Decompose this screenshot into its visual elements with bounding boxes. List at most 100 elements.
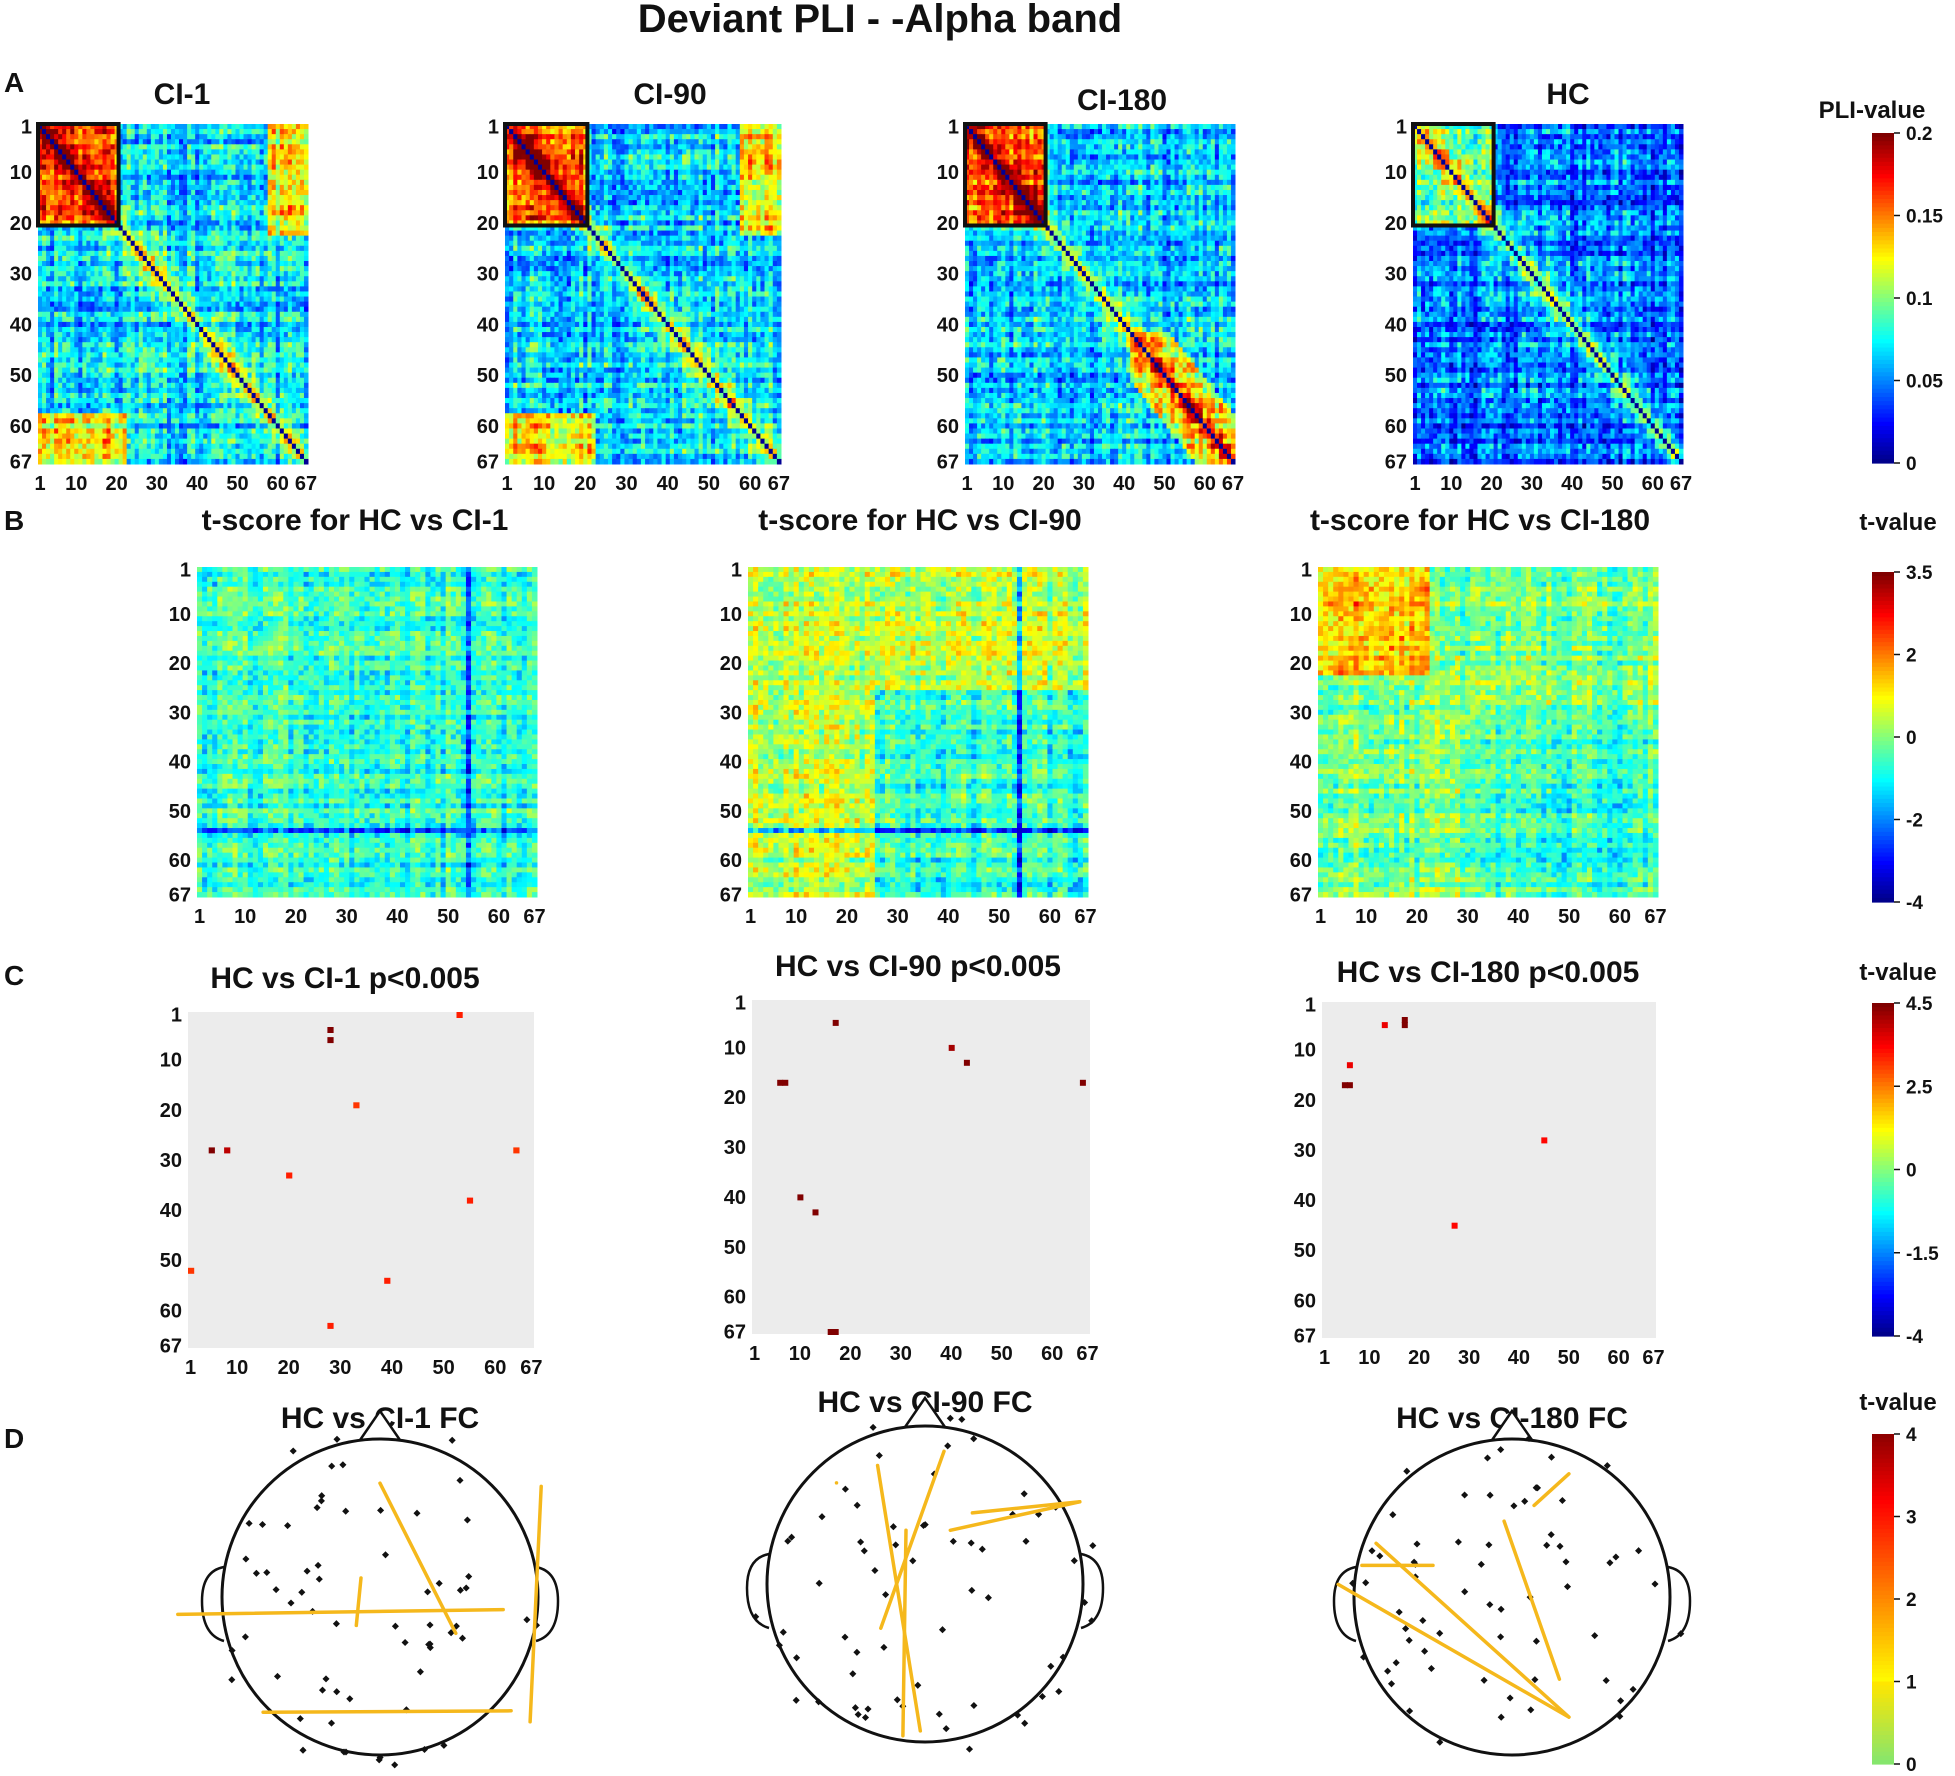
pli-ci1-ytick: 1: [21, 117, 32, 139]
electrode-marker: [289, 1447, 297, 1455]
sig-3-ytick: 50: [1294, 1240, 1316, 1262]
sig-3-xtick: 20: [1408, 1347, 1430, 1369]
panel-label-a: A: [4, 67, 24, 98]
matrix-title-ci1: CI-1: [154, 78, 211, 111]
pli-ci180-ytick: 67: [937, 452, 959, 474]
sig-3-xtick: 60: [1607, 1347, 1629, 1369]
pli-ci180-ytick: 40: [937, 314, 959, 336]
electrode-marker: [965, 1745, 974, 1753]
sig-cell: [224, 1147, 231, 1154]
sig-1-ytick: 30: [160, 1150, 182, 1172]
electrode-marker: [228, 1676, 236, 1684]
sig-cell: [513, 1147, 520, 1154]
tscore-matrix-3: [1318, 567, 1659, 898]
matrix-title-ci90: CI-90: [633, 78, 706, 111]
pli-ci180-ytick: 60: [937, 416, 959, 438]
pli-ci90-xtick: 30: [615, 473, 637, 495]
tscore-3-xtick: 30: [1457, 906, 1479, 928]
sig-1-ytick: 1: [171, 1005, 182, 1027]
colorbar-c-tick: 2.5: [1906, 1077, 1933, 1098]
sig-matrix-background: [1322, 1002, 1656, 1338]
pli-matrix-ci180: [965, 124, 1236, 465]
colorbar-c-title: t-value: [1859, 959, 1936, 986]
pli-ci180-xtick: 30: [1073, 473, 1095, 495]
pli-ci1-ytick: 50: [10, 365, 32, 387]
electrode-marker: [333, 1435, 341, 1443]
tscore-3-ytick: 30: [1290, 702, 1312, 724]
colorbar-b-tick: -2: [1906, 811, 1923, 832]
heatmap-layer: [38, 124, 1684, 1348]
pli-hc-ytick: 67: [1385, 452, 1407, 474]
sig-cell: [1401, 1017, 1408, 1023]
head-outline: [1352, 1437, 1672, 1757]
tscore-title-ci90: t-score for HC vs CI-90: [758, 504, 1081, 537]
sig-matrix-2: [752, 1000, 1090, 1335]
sig-matrix-background: [188, 1012, 534, 1348]
connectivity-edge: [354, 1576, 363, 1628]
tscore-2-ytick: 10: [720, 604, 742, 626]
sig-title-ci90: HC vs CI-90 p<0.005: [775, 950, 1061, 983]
pli-matrix-ci90: [505, 124, 782, 465]
colorbar-b: 3.5 2 0 -2 -4: [1872, 563, 1933, 914]
sig-cell: [327, 1037, 334, 1044]
sig-1-xtick: 67: [520, 1357, 542, 1379]
sig-title-ci180: HC vs CI-180 p<0.005: [1337, 956, 1640, 989]
colorbar-d-tick: 3: [1906, 1508, 1917, 1529]
colorbar-a-tick: 0.2: [1906, 124, 1932, 145]
pli-ci1-ytick: 60: [10, 416, 32, 438]
tscore-1-ytick: 50: [169, 801, 191, 823]
electrode-marker: [1021, 1719, 1029, 1727]
nose-shape: [1488, 1408, 1536, 1444]
highlight-box: [963, 122, 1048, 228]
sig-cell: [782, 1079, 789, 1086]
tscore-2-xtick: 67: [1074, 906, 1096, 928]
sig-cell: [1346, 1082, 1353, 1089]
matrix-title-ci180: CI-180: [1077, 84, 1167, 117]
colorbar-d-tick: 1: [1906, 1673, 1917, 1694]
sig-1-xtick: 40: [381, 1357, 403, 1379]
tscore-2-xtick: 50: [988, 906, 1010, 928]
sig-2-xtick: 67: [1076, 1343, 1098, 1365]
pli-ci90-xtick: 60: [739, 473, 761, 495]
pli-ci90-xtick: 50: [698, 473, 720, 495]
tscore-3-ytick: 50: [1290, 801, 1312, 823]
pli-ci90-xtick: 10: [533, 473, 555, 495]
pli-hc-xtick: 67: [1670, 473, 1692, 495]
colorbar-d-tick: 4: [1906, 1425, 1917, 1446]
tscore-3-ytick: 60: [1290, 850, 1312, 872]
pli-ci1-ytick: 40: [10, 314, 32, 336]
sig-3-xtick: 50: [1558, 1347, 1580, 1369]
sig-cell: [812, 1209, 819, 1216]
colorbar-d-tick: 0: [1906, 1755, 1917, 1776]
tscore-2-xtick: 10: [785, 906, 807, 928]
sig-1-xtick: 50: [432, 1357, 454, 1379]
sig-cell: [797, 1194, 804, 1201]
pli-hc-xtick: 1: [1409, 473, 1420, 495]
sig-1-ytick: 50: [160, 1250, 182, 1272]
sig-1-xtick: 20: [278, 1357, 300, 1379]
scalp-map-1: [176, 1408, 560, 1769]
sig-cell: [208, 1147, 215, 1154]
sig-cell: [948, 1044, 955, 1051]
tscore-2-ytick: 1: [731, 560, 742, 582]
pli-ci90-ytick: 50: [477, 365, 499, 387]
matrix-title-hc: HC: [1546, 78, 1589, 111]
pli-ci1-xtick: 20: [105, 473, 127, 495]
electrode-marker: [869, 1423, 877, 1431]
tscore-1-ytick: 67: [169, 885, 191, 907]
sig-1-ytick: 40: [160, 1200, 182, 1222]
pli-hc-ytick: 40: [1385, 314, 1407, 336]
tscore-3-ytick: 40: [1290, 752, 1312, 774]
tscore-2-xtick: 40: [937, 906, 959, 928]
colorbar-a-tick: 0.1: [1906, 289, 1933, 310]
pli-ci90-ytick: 1: [488, 117, 499, 139]
overlay-layer: 1110102020303040405050606067671110102020…: [10, 117, 1944, 1776]
sig-cell: [327, 1322, 334, 1329]
colorbar-d: 4 3 2 1 0: [1872, 1425, 1917, 1776]
tscore-1-ytick: 30: [169, 702, 191, 724]
electrode-marker: [299, 1746, 307, 1754]
pli-ci90-xtick: 67: [768, 473, 790, 495]
scalp-map-2: [745, 1395, 1105, 1753]
pli-ci1-xtick: 30: [146, 473, 168, 495]
